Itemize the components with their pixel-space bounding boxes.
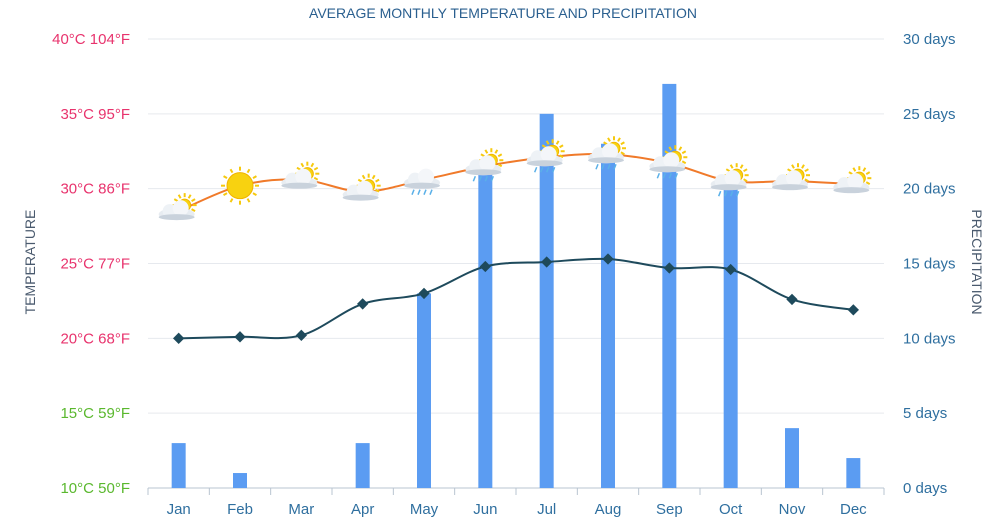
x-tick-label: Jan bbox=[167, 501, 191, 518]
precipitation-bar bbox=[417, 293, 431, 488]
x-tick-label: Mar bbox=[288, 501, 314, 518]
precipitation-bar bbox=[233, 473, 247, 488]
left-tick-label: 25°C 77°F bbox=[60, 256, 130, 273]
temperature-point bbox=[786, 293, 798, 306]
right-tick-label: 30 days bbox=[903, 31, 956, 48]
sun-cloud-rain-icon bbox=[588, 136, 626, 170]
precipitation-bars bbox=[171, 83, 861, 489]
temperature-point bbox=[173, 332, 185, 344]
temperature-line bbox=[178, 257, 854, 340]
precipitation-bar bbox=[601, 143, 615, 488]
sun-cloud-icon bbox=[158, 193, 197, 221]
left-tick-label: 20°C 68°F bbox=[60, 330, 130, 347]
temperature-line bbox=[178, 153, 854, 213]
x-tick-label: Aug bbox=[595, 501, 622, 518]
x-tick-label: Apr bbox=[351, 501, 374, 518]
right-axis-title: PRECIPITATION bbox=[969, 209, 985, 314]
right-tick-label: 25 days bbox=[903, 106, 956, 123]
x-tick-label: Jul bbox=[537, 501, 556, 518]
temperature-point bbox=[847, 304, 859, 316]
sun-cloud-rain-icon bbox=[649, 145, 688, 179]
temperature-lines bbox=[173, 153, 859, 344]
precipitation-bar bbox=[478, 173, 493, 488]
left-tick-label: 35°C 95°F bbox=[60, 106, 130, 123]
right-tick-label: 20 days bbox=[903, 181, 956, 198]
temperature-point bbox=[418, 287, 430, 300]
right-tick-label: 15 days bbox=[903, 256, 956, 273]
x-tick-label: May bbox=[410, 501, 439, 518]
right-tick-label: 5 days bbox=[903, 405, 947, 422]
sun-cloud-icon bbox=[833, 166, 872, 194]
precipitation-bar bbox=[355, 443, 370, 488]
left-tick-label: 15°C 59°F bbox=[60, 405, 130, 422]
temperature-point bbox=[234, 331, 246, 343]
left-tick-label: 30°C 86°F bbox=[60, 181, 130, 198]
x-tick-label: Dec bbox=[840, 501, 867, 518]
right-tick-label: 0 days bbox=[903, 480, 947, 497]
left-tick-label: 40°C 104°F bbox=[52, 31, 130, 48]
x-tick-label: Nov bbox=[779, 501, 806, 518]
precipitation-bar bbox=[785, 428, 799, 488]
right-axis: 30 days 25 days 20 days 15 days 10 days 5 day… bbox=[903, 31, 956, 497]
sun-cloud-icon bbox=[772, 163, 810, 191]
temperature-point bbox=[479, 260, 491, 273]
sun-cloud-rain-icon bbox=[465, 148, 504, 182]
left-tick-label: 10°C 50°F bbox=[60, 480, 130, 497]
weather-icons bbox=[158, 136, 872, 221]
sun-icon bbox=[221, 166, 259, 205]
temperature-point bbox=[357, 298, 369, 310]
temperature-point bbox=[541, 256, 553, 268]
precipitation-bar bbox=[846, 458, 861, 488]
sun-cloud-rain-icon bbox=[526, 139, 565, 173]
x-axis: Jan Feb Mar Apr May Jun Jul Aug Sep Oct Nov Dec bbox=[167, 501, 868, 518]
precipitation-bar bbox=[723, 188, 738, 488]
sun-cloud-rain-icon bbox=[710, 163, 749, 197]
left-axis-title: TEMPERATURE bbox=[22, 210, 38, 315]
temperature-point bbox=[725, 263, 737, 276]
x-tick-label: Oct bbox=[719, 501, 743, 518]
x-tick-label: Feb bbox=[227, 501, 253, 518]
temperature-point bbox=[602, 253, 614, 265]
sun-cloud-icon bbox=[281, 161, 320, 189]
precipitation-bar bbox=[171, 443, 186, 488]
x-tick-label: Jun bbox=[473, 501, 497, 518]
left-axis: 40°C 104°F 35°C 95°F 30°C 86°F 25°C 77°F 20°… bbox=[52, 31, 130, 497]
right-tick-label: 10 days bbox=[903, 330, 956, 347]
precipitation-bar bbox=[662, 83, 677, 489]
precipitation-bar bbox=[539, 113, 554, 488]
temperature-point bbox=[663, 262, 675, 274]
x-tick-label: Sep bbox=[656, 501, 683, 518]
cloud-rain-icon bbox=[404, 168, 440, 195]
chart-title: AVERAGE MONTHLY TEMPERATURE AND PRECIPIT… bbox=[309, 5, 697, 21]
grid-lines bbox=[147, 38, 885, 495]
temperature-point bbox=[295, 329, 307, 341]
sun-cloud-icon bbox=[342, 173, 381, 201]
